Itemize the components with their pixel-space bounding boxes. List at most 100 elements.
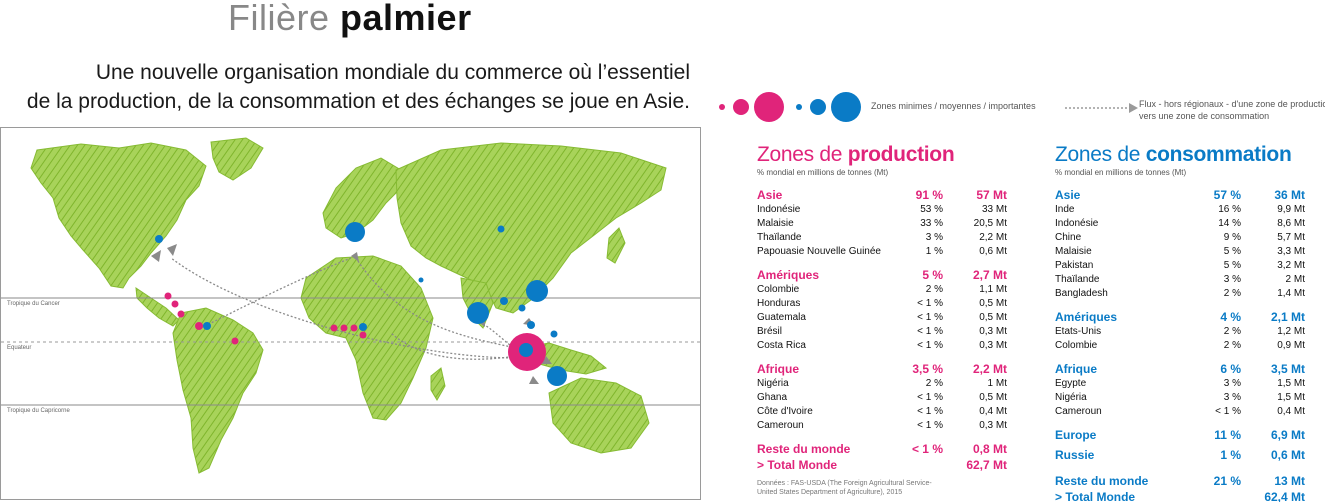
- consumption-row-mt: 9,9 Mt: [1277, 204, 1305, 215]
- flux-arrowheads: [151, 244, 552, 384]
- europe-shape: [322, 157, 402, 239]
- consumption-row-name: Pakistan: [1055, 260, 1094, 271]
- consumption-title-plain: Zones de: [1055, 143, 1141, 166]
- prod-circle-ivory-coast: [330, 324, 338, 332]
- consumption-group-1-mt: 2,1 Mt: [1270, 310, 1305, 324]
- spacer: [1055, 419, 1305, 423]
- arrowhead-indonesia: [542, 356, 552, 364]
- tropic-cancer-label: Tropique du Cancer: [7, 301, 60, 307]
- subtitle-line-1: Une nouvelle organisation mondiale du co…: [95, 61, 690, 84]
- production-row-mt: 0,3 Mt: [979, 420, 1007, 431]
- production-row-pct: < 1 %: [917, 406, 943, 417]
- production-group-2: Afrique 3,5 % 2,2 Mt: [757, 361, 1007, 377]
- production-row-mt: 0,6 Mt: [979, 246, 1007, 257]
- production-group-1: Amériques 5 % 2,7 Mt: [757, 267, 1007, 283]
- consumption-row-mt: 8,6 Mt: [1277, 218, 1305, 229]
- world-map: Tropique du Cancer Equateur Tropique du …: [0, 127, 701, 500]
- production-row: Ghana < 1 % 0,5 Mt: [757, 391, 1007, 405]
- australia-shape: [548, 377, 650, 454]
- production-row-pct: < 1 %: [917, 326, 943, 337]
- consumption-extra-1-name: Russie: [1055, 448, 1095, 462]
- consumption-total: > Total Monde 62,4 Mt: [1055, 489, 1305, 502]
- production-row-name: Papouasie Nouvelle Guinée: [757, 246, 881, 257]
- spacer: [1055, 301, 1305, 305]
- production-row-pct: < 1 %: [917, 340, 943, 351]
- production-row-mt: 2,2 Mt: [979, 232, 1007, 243]
- prod-circle-costa-rica: [177, 310, 185, 318]
- production-row-mt: 0,3 Mt: [979, 326, 1007, 337]
- production-group-2-mt: 2,2 Mt: [972, 362, 1007, 376]
- production-row-name: Costa Rica: [757, 340, 806, 351]
- prod-circle-ghana: [340, 324, 348, 332]
- flux-asia-to-europe: [355, 257, 517, 349]
- consumption-circles: [155, 222, 567, 386]
- consumption-row-mt: 5,7 Mt: [1277, 232, 1305, 243]
- consumption-group-2-mt: 3,5 Mt: [1270, 362, 1305, 376]
- consumption-row-name: Malaisie: [1055, 246, 1092, 257]
- production-row-name: Brésil: [757, 326, 783, 337]
- cons-circle-egypt: [418, 277, 424, 283]
- prod-circle-mexico: [164, 292, 172, 300]
- arrowhead-europe: [351, 252, 359, 262]
- consumption-row-name: Bangladesh: [1055, 288, 1108, 299]
- cons-circle-bangladesh: [518, 304, 526, 312]
- consumption-rest-name: Reste du monde: [1055, 474, 1149, 488]
- production-row-name: Honduras: [757, 298, 801, 309]
- production-total-pct: [887, 457, 943, 473]
- production-row-name: Thaïlande: [757, 232, 802, 243]
- consumption-row-name: Etats-Unis: [1055, 326, 1102, 337]
- consumption-row-name: Egypte: [1055, 378, 1087, 389]
- production-row-mt: 0,5 Mt: [979, 298, 1007, 309]
- consumption-row-pct: 2 %: [1223, 340, 1241, 351]
- production-row-mt: 0,3 Mt: [979, 340, 1007, 351]
- data-source: Données : FAS-USDA (The Foreign Agricult…: [757, 479, 932, 497]
- flux-asia-to-africa: [390, 332, 517, 360]
- prod-circle-honduras: [171, 300, 179, 308]
- consumption-total-name: > Total Monde: [1055, 490, 1136, 502]
- production-row-name: Malaisie: [757, 218, 794, 229]
- cons-circle-pakistan: [500, 297, 508, 305]
- page-title: Filière palmier: [228, 0, 472, 40]
- production-group-1-mt: 2,7 Mt: [972, 268, 1007, 282]
- cons-circle-philippines: [550, 330, 558, 338]
- cons-circle-russia: [497, 225, 505, 233]
- title-bold: palmier: [340, 0, 472, 38]
- production-body: Asie 91 % 57 Mt Indonésie 53 % 33 Mt Malaisie 3…: [757, 187, 1007, 473]
- spacer: [1055, 353, 1305, 357]
- consumption-extra-0: Europe 11 % 6,9 Mt: [1055, 427, 1305, 443]
- consumption-row-mt: 2 Mt: [1285, 274, 1305, 285]
- south-america-shape: [172, 307, 264, 474]
- consumption-row: Colombie 2 % 0,9 Mt: [1055, 339, 1305, 353]
- consumption-body: Asie 57 % 36 Mt Inde 16 % 9,9 Mt Indonésie 14 %…: [1055, 187, 1305, 502]
- production-title: Zones de production: [757, 143, 1007, 167]
- consumption-table: Zones de consommation % mondial en milli…: [1055, 143, 1305, 502]
- production-group-1-name: Amériques: [757, 268, 820, 282]
- flux-legend-label: Flux - hors régionaux - d'une zone de pr…: [1139, 98, 1325, 122]
- consumption-row: Egypte 3 % 1,5 Mt: [1055, 377, 1305, 391]
- consumption-rest: Reste du monde 21 % 13 Mt: [1055, 473, 1305, 489]
- consumption-row-name: Thaïlande: [1055, 274, 1100, 285]
- consumption-total-mt: 62,4 Mt: [1264, 490, 1305, 502]
- consumption-row: Indonésie 14 % 8,6 Mt: [1055, 217, 1305, 231]
- production-row: Malaisie 33 % 20,5 Mt: [757, 217, 1007, 231]
- consumption-row: Thaïlande 3 % 2 Mt: [1055, 273, 1305, 287]
- consumption-row: Malaisie 5 % 3,3 Mt: [1055, 245, 1305, 259]
- consumption-row-pct: 14 %: [1218, 218, 1241, 229]
- source-line-2: United States Department of Agriculture)…: [757, 489, 903, 496]
- production-row: Costa Rica < 1 % 0,3 Mt: [757, 339, 1007, 353]
- production-row-pct: < 1 %: [917, 392, 943, 403]
- central-america-shape: [135, 286, 180, 327]
- consumption-group-0-pct: 57 %: [1213, 188, 1241, 202]
- legend-prod-small: [719, 104, 725, 110]
- cons-circle-china: [526, 280, 548, 302]
- cons-circle-indonesia: [547, 366, 567, 386]
- production-row: Thaïlande 3 % 2,2 Mt: [757, 231, 1007, 245]
- production-row: Honduras < 1 % 0,5 Mt: [757, 297, 1007, 311]
- production-row-pct: 53 %: [920, 204, 943, 215]
- production-total: > Total Monde 62,7 Mt: [757, 457, 1007, 473]
- consumption-row-mt: 0,9 Mt: [1277, 340, 1305, 351]
- production-row-pct: 1 %: [925, 246, 943, 257]
- japan-shape: [606, 227, 626, 264]
- consumption-row-mt: 3,2 Mt: [1277, 260, 1305, 271]
- production-row-pct: 2 %: [925, 284, 943, 295]
